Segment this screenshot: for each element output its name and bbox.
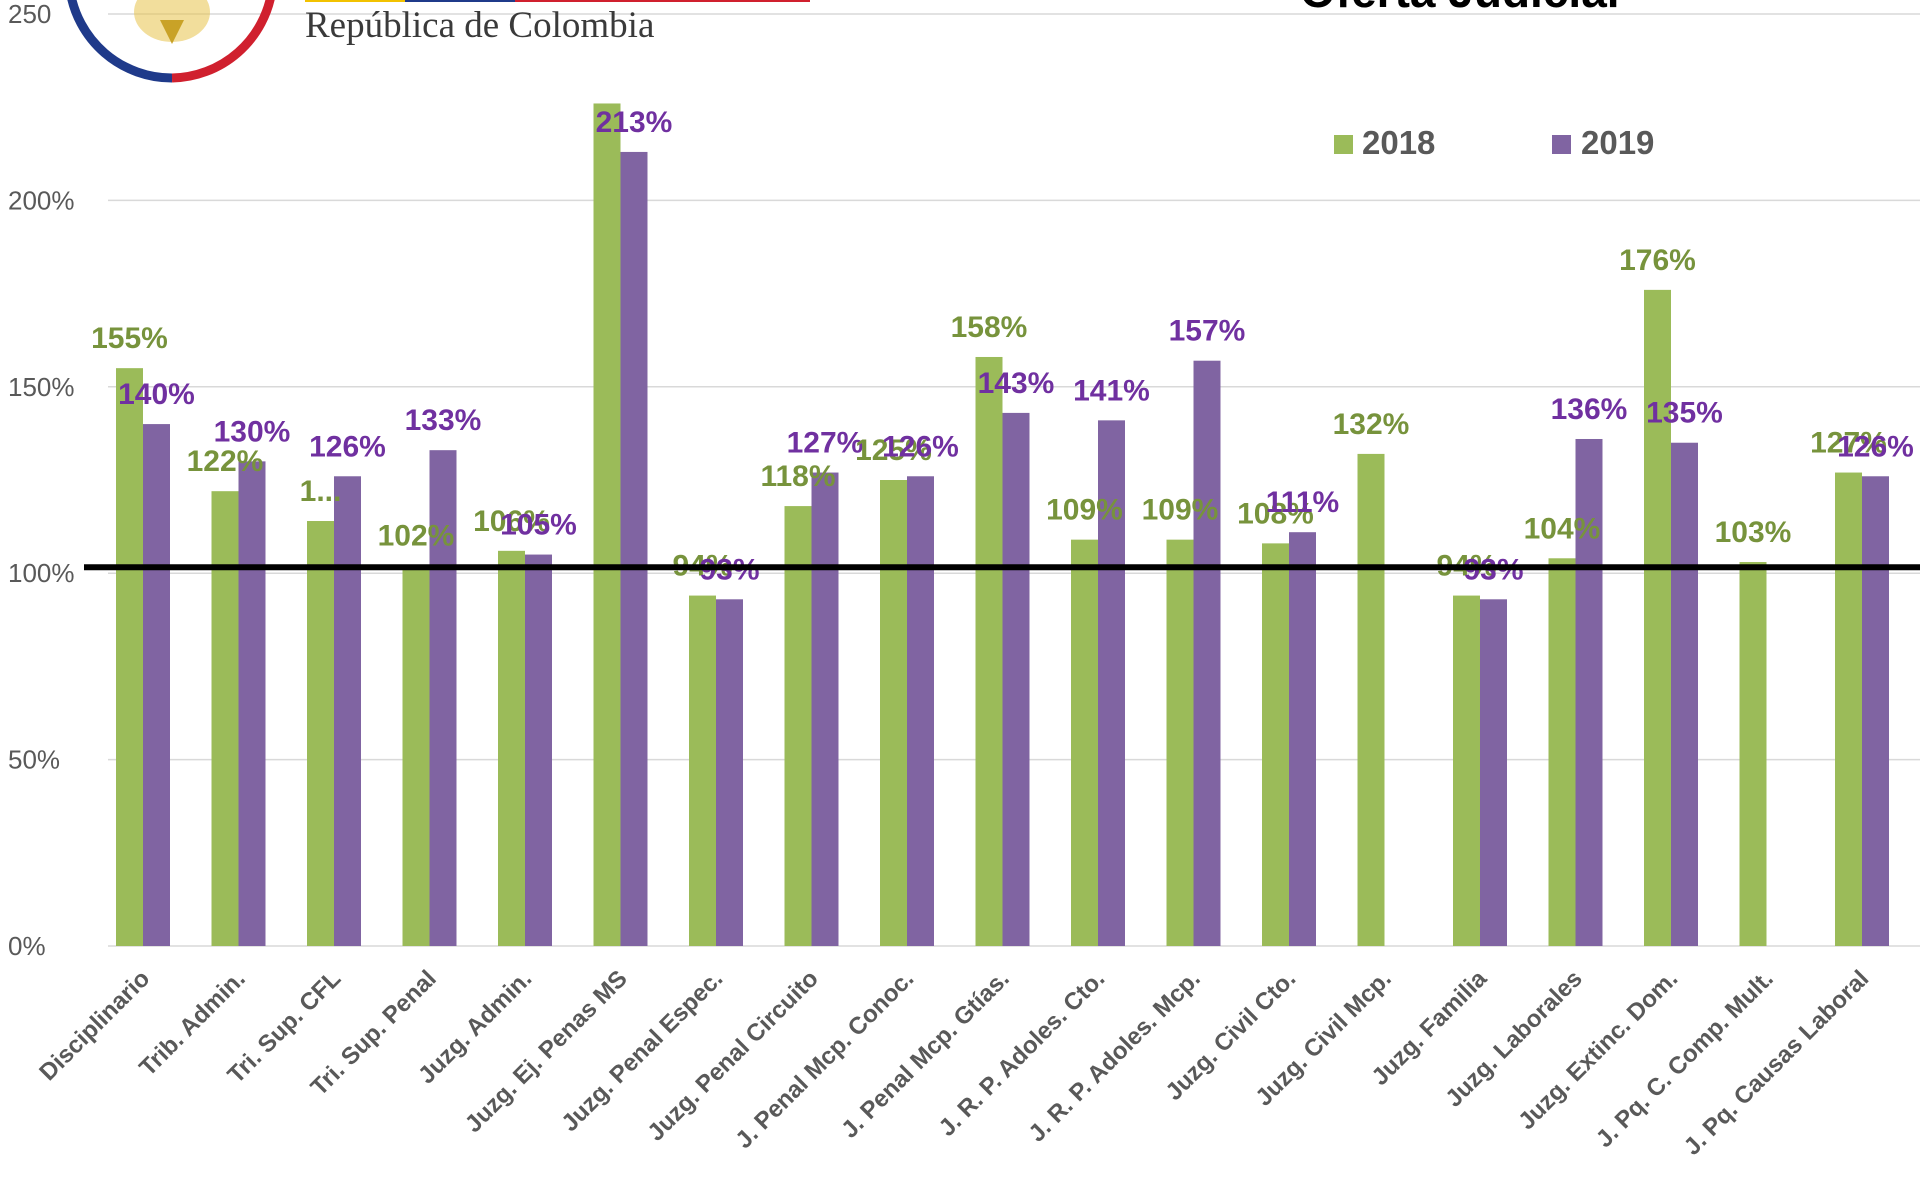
y-tick-label: 0%	[8, 931, 46, 961]
bar-2018	[1739, 562, 1767, 946]
data-label-2018: 103%	[1715, 516, 1792, 549]
bar-2018	[975, 356, 1003, 946]
bar-2019	[1671, 442, 1698, 946]
bar-2018	[784, 506, 812, 946]
legend-swatch-2019	[1552, 135, 1571, 154]
y-tick-label: 200%	[8, 185, 75, 215]
bar-2019	[1098, 420, 1125, 946]
y-tick-label: 50%	[8, 745, 60, 775]
x-tick-label: Juzg. Extinc. Dom.	[1513, 965, 1683, 1135]
data-label-2018: 176%	[1619, 244, 1696, 277]
legend: 2018 2019	[1334, 124, 1654, 161]
data-label-2019: 126%	[882, 430, 959, 463]
bar-2018	[1453, 595, 1480, 946]
data-label-2019: 130%	[214, 415, 291, 448]
data-label-2018: 106%	[473, 505, 550, 538]
data-label-2019: 136%	[1551, 393, 1628, 426]
x-tick-label: Disciplinario	[34, 965, 155, 1086]
bar-2018	[402, 565, 430, 946]
data-label-2018: 118%	[760, 460, 835, 493]
data-label-2018: 109%	[1046, 494, 1123, 527]
bar-2019	[716, 599, 743, 946]
chart-title: Oferta Judicial	[1300, 0, 1620, 18]
data-label-2019: 127%	[787, 427, 864, 460]
bar-2018	[498, 550, 525, 946]
x-tick-label: J. Penal Mcp. Gtías.	[836, 965, 1014, 1143]
bar-2018	[1357, 453, 1385, 946]
data-label-2018: 109%	[1142, 494, 1219, 527]
data-label-2019: 141%	[1073, 374, 1150, 407]
data-label-2019: 140%	[118, 378, 195, 411]
data-label-2019: 133%	[405, 404, 482, 437]
bar-2019	[620, 151, 648, 946]
data-label-2019: 126%	[309, 430, 386, 463]
flag-stripe-blue	[405, 0, 515, 2]
bar-2018	[689, 595, 716, 946]
data-label-2018: 122%	[187, 445, 264, 478]
bar-2019	[1289, 532, 1316, 946]
data-label-2019: 135%	[1646, 397, 1723, 430]
y-tick-label: 150%	[8, 372, 75, 402]
x-tick-label: J. Pq. C. Comp. Mult.	[1591, 965, 1779, 1153]
x-tick-label: Juzg. Penal Espec.	[556, 965, 728, 1137]
bar-2019	[143, 424, 170, 947]
bar-2019	[1575, 438, 1603, 946]
bars-layer	[116, 103, 1889, 947]
legend-label-2018: 2018	[1362, 124, 1435, 161]
bar-2018	[1548, 558, 1576, 946]
data-label-2018: 125%	[855, 434, 932, 467]
legend-label-2019: 2019	[1581, 124, 1654, 161]
bar-2018	[1644, 289, 1671, 946]
x-tick-label: J. Penal Mcp. Conoc.	[730, 965, 919, 1154]
bar-2018	[1262, 543, 1289, 946]
data-label-2019: 157%	[1169, 315, 1246, 348]
flag-stripe-red	[515, 0, 810, 2]
y-tick-label: 250	[8, 0, 51, 29]
bar-2019	[429, 450, 457, 946]
bar-2018	[211, 491, 239, 946]
data-label-2019: 213%	[596, 106, 673, 139]
x-tick-label: J. R. P. Adoles. Cto.	[934, 965, 1111, 1142]
bar-2018	[307, 521, 334, 946]
colombia-seal-logo	[67, 0, 275, 83]
x-tick-label: Juzg. Penal Circuito	[642, 965, 823, 1146]
legend-swatch-2018	[1334, 135, 1353, 154]
data-label-2018: 155%	[91, 322, 168, 355]
bar-2019	[811, 472, 839, 946]
x-tick-label: Juzg. Ej. Penas MS	[460, 965, 633, 1138]
bar-2018	[1835, 472, 1862, 946]
bar-2018	[593, 103, 621, 947]
flag-stripe-yellow	[305, 0, 405, 2]
data-label-2018: 1...	[300, 475, 342, 508]
bar-2019	[1862, 476, 1889, 946]
y-tick-label: 100%	[8, 558, 75, 588]
bar-2019	[525, 554, 552, 946]
data-label-2018: 104%	[1524, 512, 1601, 545]
data-label-2018: 132%	[1333, 408, 1410, 441]
data-label-2018: 102%	[378, 520, 455, 553]
bar-2018	[116, 368, 143, 946]
bar-2019	[1002, 412, 1030, 946]
x-tick-label: J. Pq. Causas Laboral	[1679, 965, 1874, 1160]
x-tick-label: J. R. P. Adoles. Mcp.	[1023, 965, 1205, 1147]
bar-2019	[238, 461, 266, 946]
bar-2018	[1166, 539, 1194, 946]
data-label-2019: 143%	[978, 367, 1055, 400]
data-label-2018: 158%	[951, 311, 1028, 344]
bar-2019	[907, 476, 934, 946]
bar-2019	[1193, 360, 1221, 947]
bar-2018	[1071, 539, 1098, 946]
data-label-2019: 111%	[1266, 486, 1339, 519]
bar-2019	[334, 476, 361, 946]
logo-text: República de Colombia	[305, 5, 655, 46]
bar-2019	[1480, 599, 1507, 946]
data-label-2019: 105%	[500, 509, 577, 542]
data-label-2019: 126%	[1837, 430, 1914, 463]
data-label-2018: 127%	[1810, 427, 1887, 460]
bar-2018	[880, 480, 907, 946]
data-label-2018: 108%	[1237, 497, 1314, 530]
